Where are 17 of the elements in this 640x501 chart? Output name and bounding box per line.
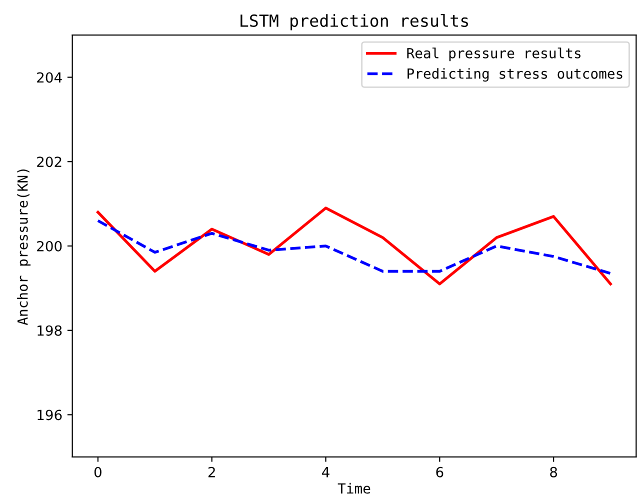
x-tick-label: 0: [94, 466, 102, 478]
y-tick-label: 196: [38, 410, 62, 420]
legend-label: Predicting stress outcomes: [408, 68, 622, 82]
x-axis-title: Time: [338, 482, 370, 494]
x-tick-label: 4: [322, 467, 330, 478]
line-series: [96, 219, 612, 275]
y-tick-label: 204: [37, 72, 62, 83]
x-tick-label: 2: [208, 466, 215, 478]
x-tick-label: 8: [550, 466, 558, 478]
chart-title: LSTM prediction results: [240, 14, 468, 30]
y-tick-label: 202: [37, 156, 62, 168]
y-tick-label: 198: [38, 325, 62, 336]
y-tick-label: 200: [37, 240, 62, 252]
y-axis-title: Anchor pressure(KN): [17, 169, 31, 326]
legend-label: Real pressure results: [407, 48, 580, 62]
x-tick-label: 6: [436, 466, 444, 478]
line-series: [96, 206, 612, 286]
